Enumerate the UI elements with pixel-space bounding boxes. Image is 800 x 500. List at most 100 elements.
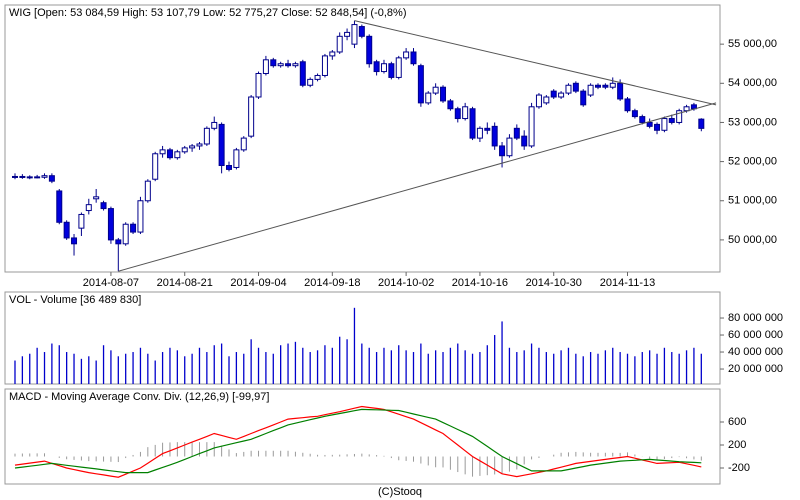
- panel-title: VOL - Volume [36 489 830]: [9, 294, 141, 306]
- candle-body: [270, 59, 277, 67]
- candle-body: [535, 94, 542, 108]
- candle-body: [277, 63, 284, 67]
- y-tick-label: 60 000 000: [728, 329, 783, 341]
- candle-body: [543, 96, 550, 104]
- candle-body: [248, 96, 255, 137]
- candle-body: [78, 213, 85, 229]
- y-tick-label: 55 000,00: [728, 38, 777, 50]
- candle-body: [654, 123, 661, 131]
- candle-body: [572, 82, 579, 92]
- candle-body: [410, 51, 417, 65]
- y-tick-label: 40 000 000: [728, 346, 783, 358]
- candle-body: [203, 127, 210, 145]
- candle-body: [307, 78, 314, 86]
- y-tick-label: 20 000 000: [728, 363, 783, 375]
- candle-body: [34, 176, 41, 179]
- candle-body: [506, 137, 513, 157]
- candle-body: [71, 237, 78, 245]
- candle-body: [580, 90, 587, 106]
- y-tick-label: 600: [728, 416, 746, 428]
- candle-body: [152, 153, 159, 180]
- panel-title: WIG [Open: 53 084,59 High: 53 107,79 Low…: [9, 7, 406, 19]
- candle-body: [698, 118, 705, 129]
- candle-body: [683, 106, 690, 112]
- candle-body: [454, 108, 461, 120]
- candle-body: [255, 73, 262, 98]
- candle-body: [115, 239, 122, 245]
- candle-body: [19, 175, 26, 178]
- candle-body: [565, 84, 572, 94]
- candle-body: [366, 35, 373, 65]
- candle-body: [594, 84, 601, 88]
- candle-body: [462, 106, 469, 120]
- candle-body: [668, 118, 675, 123]
- candle-body: [144, 180, 151, 202]
- candle-body: [137, 200, 144, 233]
- candle-body: [388, 63, 395, 78]
- x-tick-label: 2014-08-21: [157, 277, 213, 289]
- x-tick-label: 2014-11-13: [600, 277, 655, 289]
- candle-body: [476, 127, 483, 139]
- candle-body: [292, 63, 299, 67]
- candle-body: [521, 135, 528, 147]
- candle-body: [380, 63, 387, 73]
- candle-body: [159, 149, 166, 155]
- candle-body: [26, 176, 33, 179]
- candle-body: [189, 145, 196, 149]
- trendline: [354, 20, 717, 106]
- candle-body: [609, 82, 616, 88]
- y-tick-label: -200: [728, 462, 750, 474]
- candle-body: [646, 121, 653, 127]
- candle-body: [56, 190, 63, 223]
- candle-body: [299, 61, 306, 86]
- candle-body: [484, 127, 491, 131]
- candle-body: [93, 196, 100, 200]
- candle-body: [166, 149, 173, 159]
- candle-body: [41, 175, 48, 178]
- y-tick-label: 53 000,00: [728, 116, 777, 128]
- y-tick-label: 80 000 000: [728, 312, 783, 324]
- x-tick-label: 2014-09-04: [230, 277, 286, 289]
- candle-body: [174, 151, 181, 159]
- candle-body: [373, 61, 380, 73]
- candle-body: [329, 51, 336, 57]
- candle-body: [513, 127, 520, 139]
- candle-body: [499, 145, 506, 157]
- candle-body: [107, 208, 114, 241]
- panel: [4, 388, 721, 485]
- candle-body: [11, 175, 18, 178]
- candle-body: [240, 137, 247, 151]
- candle-body: [344, 31, 351, 37]
- trendline: [118, 102, 717, 272]
- candle-body: [358, 26, 365, 37]
- candle-body: [491, 125, 498, 147]
- x-tick-label: 2014-10-30: [526, 277, 582, 289]
- candle-body: [447, 100, 454, 110]
- candle-body: [181, 147, 188, 153]
- candle-body: [602, 84, 609, 88]
- candle-body: [285, 63, 292, 67]
- candle-body: [631, 110, 638, 118]
- candle-body: [48, 175, 55, 182]
- candle-body: [100, 202, 107, 210]
- candle-body: [395, 57, 402, 78]
- candle-body: [558, 92, 565, 98]
- candle-body: [122, 223, 129, 245]
- candle-body: [624, 98, 631, 112]
- y-tick-label: 52 000,00: [728, 156, 777, 168]
- candle-body: [314, 74, 321, 80]
- macd-line: [14, 408, 702, 474]
- y-tick-label: 50 000,00: [728, 234, 777, 246]
- candle-body: [528, 106, 535, 147]
- candle-body: [661, 118, 668, 131]
- candle-body: [550, 90, 557, 98]
- candle-body: [351, 24, 358, 45]
- x-tick-label: 2014-10-16: [452, 277, 508, 289]
- candle-body: [469, 108, 476, 139]
- candle-body: [403, 51, 410, 59]
- candle-body: [432, 86, 439, 94]
- candle-body: [63, 221, 70, 239]
- candle-body: [218, 123, 225, 167]
- candle-body: [587, 84, 594, 96]
